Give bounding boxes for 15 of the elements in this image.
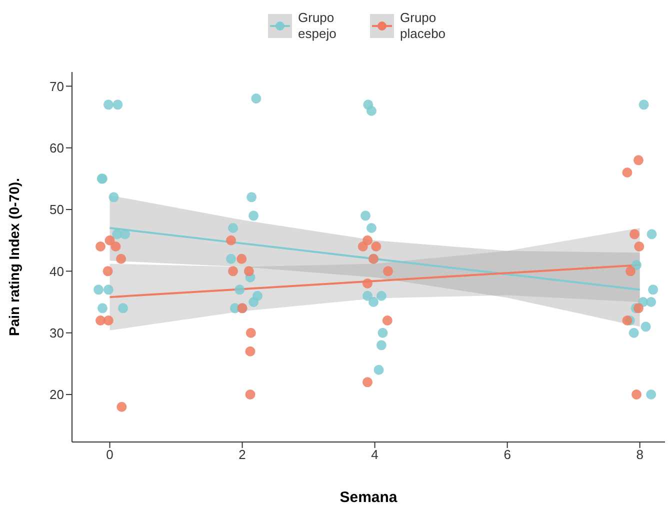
y-tick-label: 70 <box>50 78 64 94</box>
x-tick-label: 6 <box>504 447 511 462</box>
y-tick-label: 60 <box>50 140 64 156</box>
x-tick-label: 2 <box>238 447 246 462</box>
y-tick-label: 30 <box>50 325 64 340</box>
x-tick-label: 8 <box>636 447 644 462</box>
x-tick-label: 0 <box>106 447 114 462</box>
y-tick-label: 20 <box>50 387 64 402</box>
x-tick-label: 4 <box>371 447 378 462</box>
x-axis-title: Semana <box>340 489 398 506</box>
legend-label: Grupo placebo <box>400 10 447 42</box>
y-tick-label: 40 <box>50 264 64 279</box>
legend-label: Grupo espejo <box>298 10 338 42</box>
y-tick-label: 50 <box>50 202 64 218</box>
y-axis-title: Pain rating Index (0-70). <box>6 178 22 336</box>
